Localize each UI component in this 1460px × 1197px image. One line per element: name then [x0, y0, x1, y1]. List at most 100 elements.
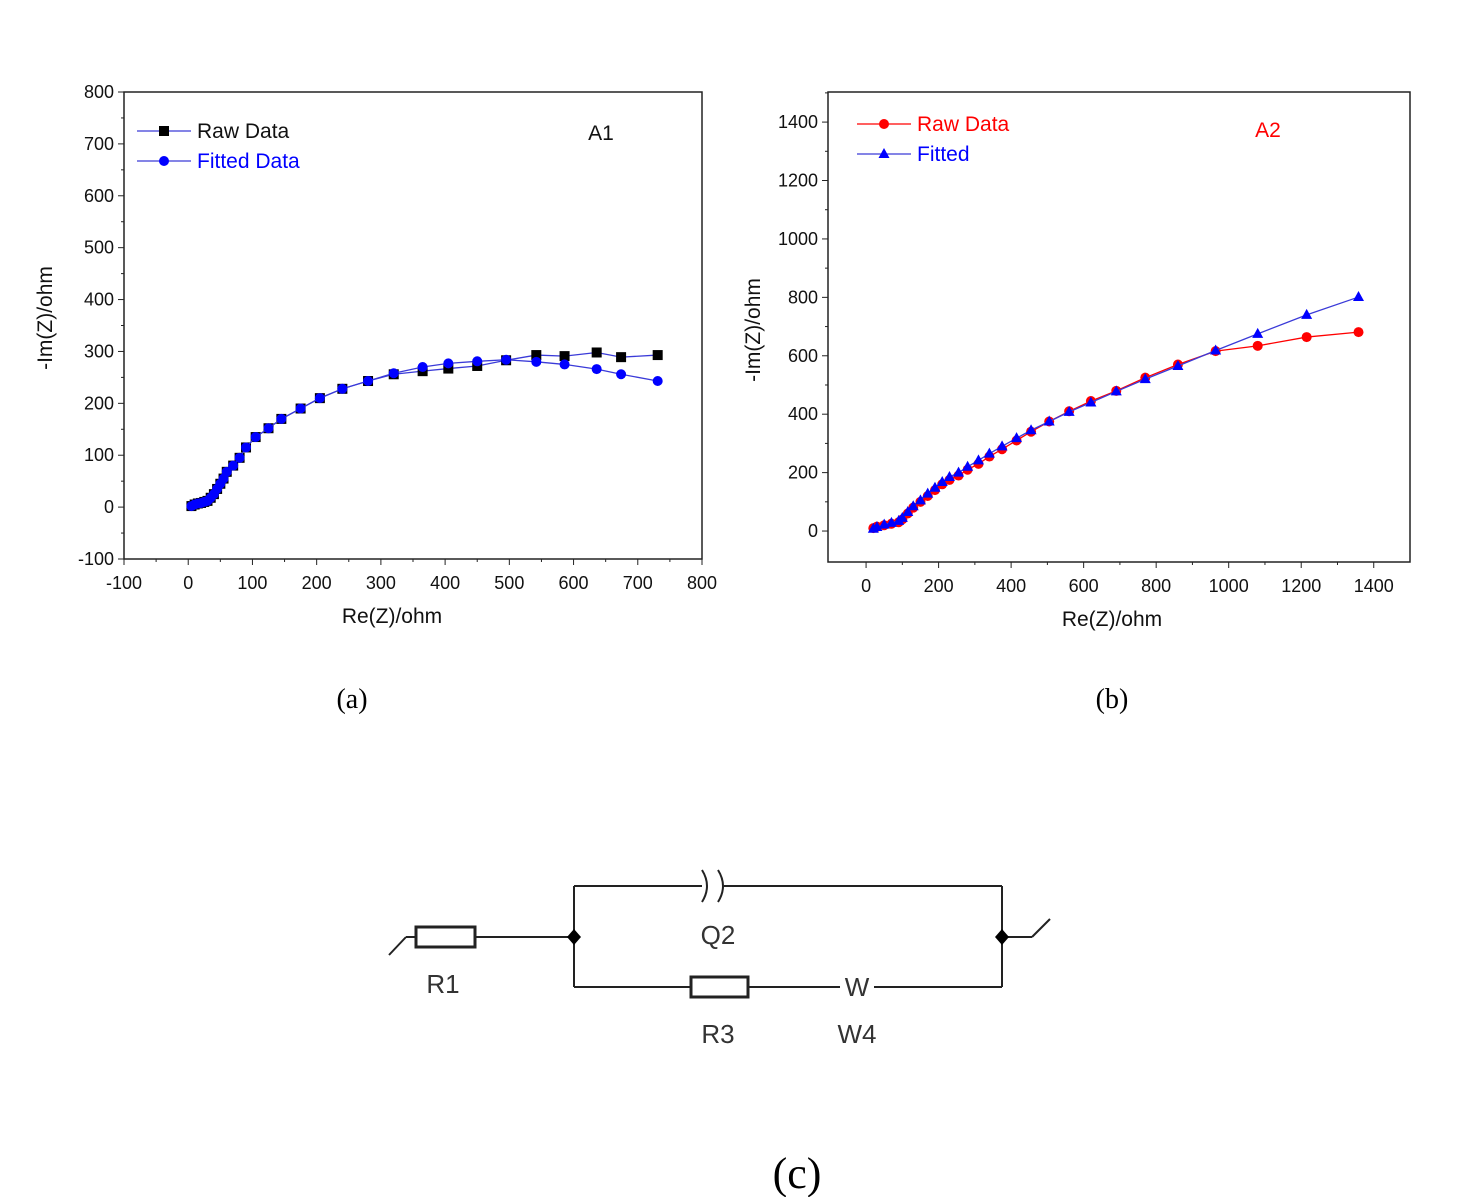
- data-point: [241, 442, 252, 453]
- y-tick-label: 1400: [778, 112, 818, 132]
- y-tick-label: 800: [788, 287, 818, 307]
- series-fitted: [867, 291, 1365, 533]
- data-point: [996, 440, 1008, 451]
- x-tick-label: 400: [996, 576, 1026, 596]
- data-point: [276, 413, 287, 424]
- data-point: [1063, 405, 1075, 416]
- chart-b: 0 200 400 600 800 1000 1200 1400 0 200 400 600 800 10…: [742, 91, 1411, 631]
- data-point: [943, 470, 955, 481]
- data-point: [878, 148, 890, 158]
- data-point: [295, 403, 306, 414]
- label-r1: R1: [426, 969, 459, 999]
- x-tick-label: 500: [494, 573, 524, 593]
- resistor-r1: [414, 925, 477, 949]
- x-tick-label: 700: [623, 573, 653, 593]
- label-r3: R3: [701, 1019, 734, 1049]
- data-point: [1252, 327, 1264, 338]
- y-tick-label: 1000: [778, 229, 818, 249]
- chart-a: -100 0 100 200 300 400 500 600 700 800 -100 0 100 200…: [34, 82, 717, 628]
- data-point: [914, 494, 926, 505]
- data-point: [929, 481, 941, 492]
- data-point: [443, 358, 454, 369]
- data-point: [531, 356, 542, 367]
- x-tick-label: 600: [559, 573, 589, 593]
- data-point: [417, 362, 428, 373]
- x-tick-label: 1200: [1281, 576, 1321, 596]
- y-tick-label: 0: [104, 497, 114, 517]
- data-point: [1085, 396, 1097, 407]
- data-point: [983, 447, 995, 458]
- x-tick-label: 400: [430, 573, 460, 593]
- data-point: [228, 460, 239, 471]
- data-point: [388, 368, 399, 379]
- data-point: [1210, 344, 1222, 355]
- y-tick-label: 200: [788, 463, 818, 483]
- y-tick-label: 100: [84, 445, 114, 465]
- series-line: [873, 296, 1359, 530]
- y-tick-label: 200: [84, 393, 114, 413]
- data-point: [896, 511, 908, 522]
- y-axis-label: -Im(Z)/ohm: [742, 278, 765, 382]
- data-point: [559, 351, 570, 362]
- x-tick-label: -100: [106, 573, 142, 593]
- data-point: [1025, 424, 1037, 435]
- y-tick-label: 500: [84, 238, 114, 258]
- data-point: [531, 350, 542, 361]
- series-raw-data: [186, 347, 663, 512]
- data-point: [250, 432, 261, 443]
- y-tick-label: 0: [808, 521, 818, 541]
- data-point: [234, 452, 245, 463]
- data-point: [472, 356, 483, 367]
- x-tick-label: 100: [237, 573, 267, 593]
- data-point: [936, 475, 948, 486]
- terminal-right: [1031, 918, 1051, 938]
- data-point: [159, 126, 169, 136]
- y-tick-label: 600: [84, 186, 114, 206]
- data-point: [1301, 332, 1312, 343]
- legend-label: Raw Data: [197, 120, 290, 143]
- data-point: [972, 454, 984, 465]
- x-tick-label: 800: [1141, 576, 1171, 596]
- data-point: [652, 350, 663, 361]
- data-point: [263, 423, 274, 434]
- x-tick-label: 0: [861, 576, 871, 596]
- y-tick-label: 700: [84, 134, 114, 154]
- warburg-symbol: W: [845, 972, 870, 1002]
- resistor-r3: [689, 975, 750, 999]
- data-point: [1139, 373, 1151, 384]
- data-point: [337, 383, 348, 394]
- data-point: [1043, 415, 1055, 426]
- y-tick-label: 1200: [778, 171, 818, 191]
- data-point: [962, 460, 974, 471]
- data-point: [1110, 385, 1122, 396]
- caption-c: (c): [773, 1149, 822, 1197]
- data-point: [902, 506, 914, 517]
- y-tick-label: 800: [84, 82, 114, 102]
- data-point: [907, 500, 919, 511]
- plot-frame: [827, 91, 1411, 563]
- data-point: [1172, 359, 1184, 370]
- legend-label: Raw Data: [917, 113, 1010, 136]
- y-tick-label: -100: [78, 549, 114, 569]
- data-point: [1011, 432, 1023, 443]
- data-point: [652, 376, 663, 387]
- data-point: [1252, 340, 1263, 351]
- y-tick-label: 400: [788, 404, 818, 424]
- x-tick-label: 1000: [1209, 576, 1249, 596]
- data-point: [591, 364, 602, 375]
- junction-nodes: [567, 929, 1009, 945]
- data-point: [879, 119, 889, 129]
- y-axis-label: -Im(Z)/ohm: [34, 266, 57, 370]
- legend-label: Fitted Data: [197, 150, 300, 173]
- data-point: [1301, 308, 1313, 319]
- series-raw-data: [868, 327, 1364, 534]
- data-point: [922, 487, 934, 498]
- data-point: [314, 393, 325, 404]
- x-tick-label: 200: [302, 573, 332, 593]
- data-point: [559, 359, 570, 370]
- data-point: [1353, 327, 1364, 338]
- panel-annotation: A1: [588, 122, 614, 145]
- x-axis-label: Re(Z)/ohm: [342, 605, 442, 628]
- caption-b: (b): [1096, 684, 1129, 715]
